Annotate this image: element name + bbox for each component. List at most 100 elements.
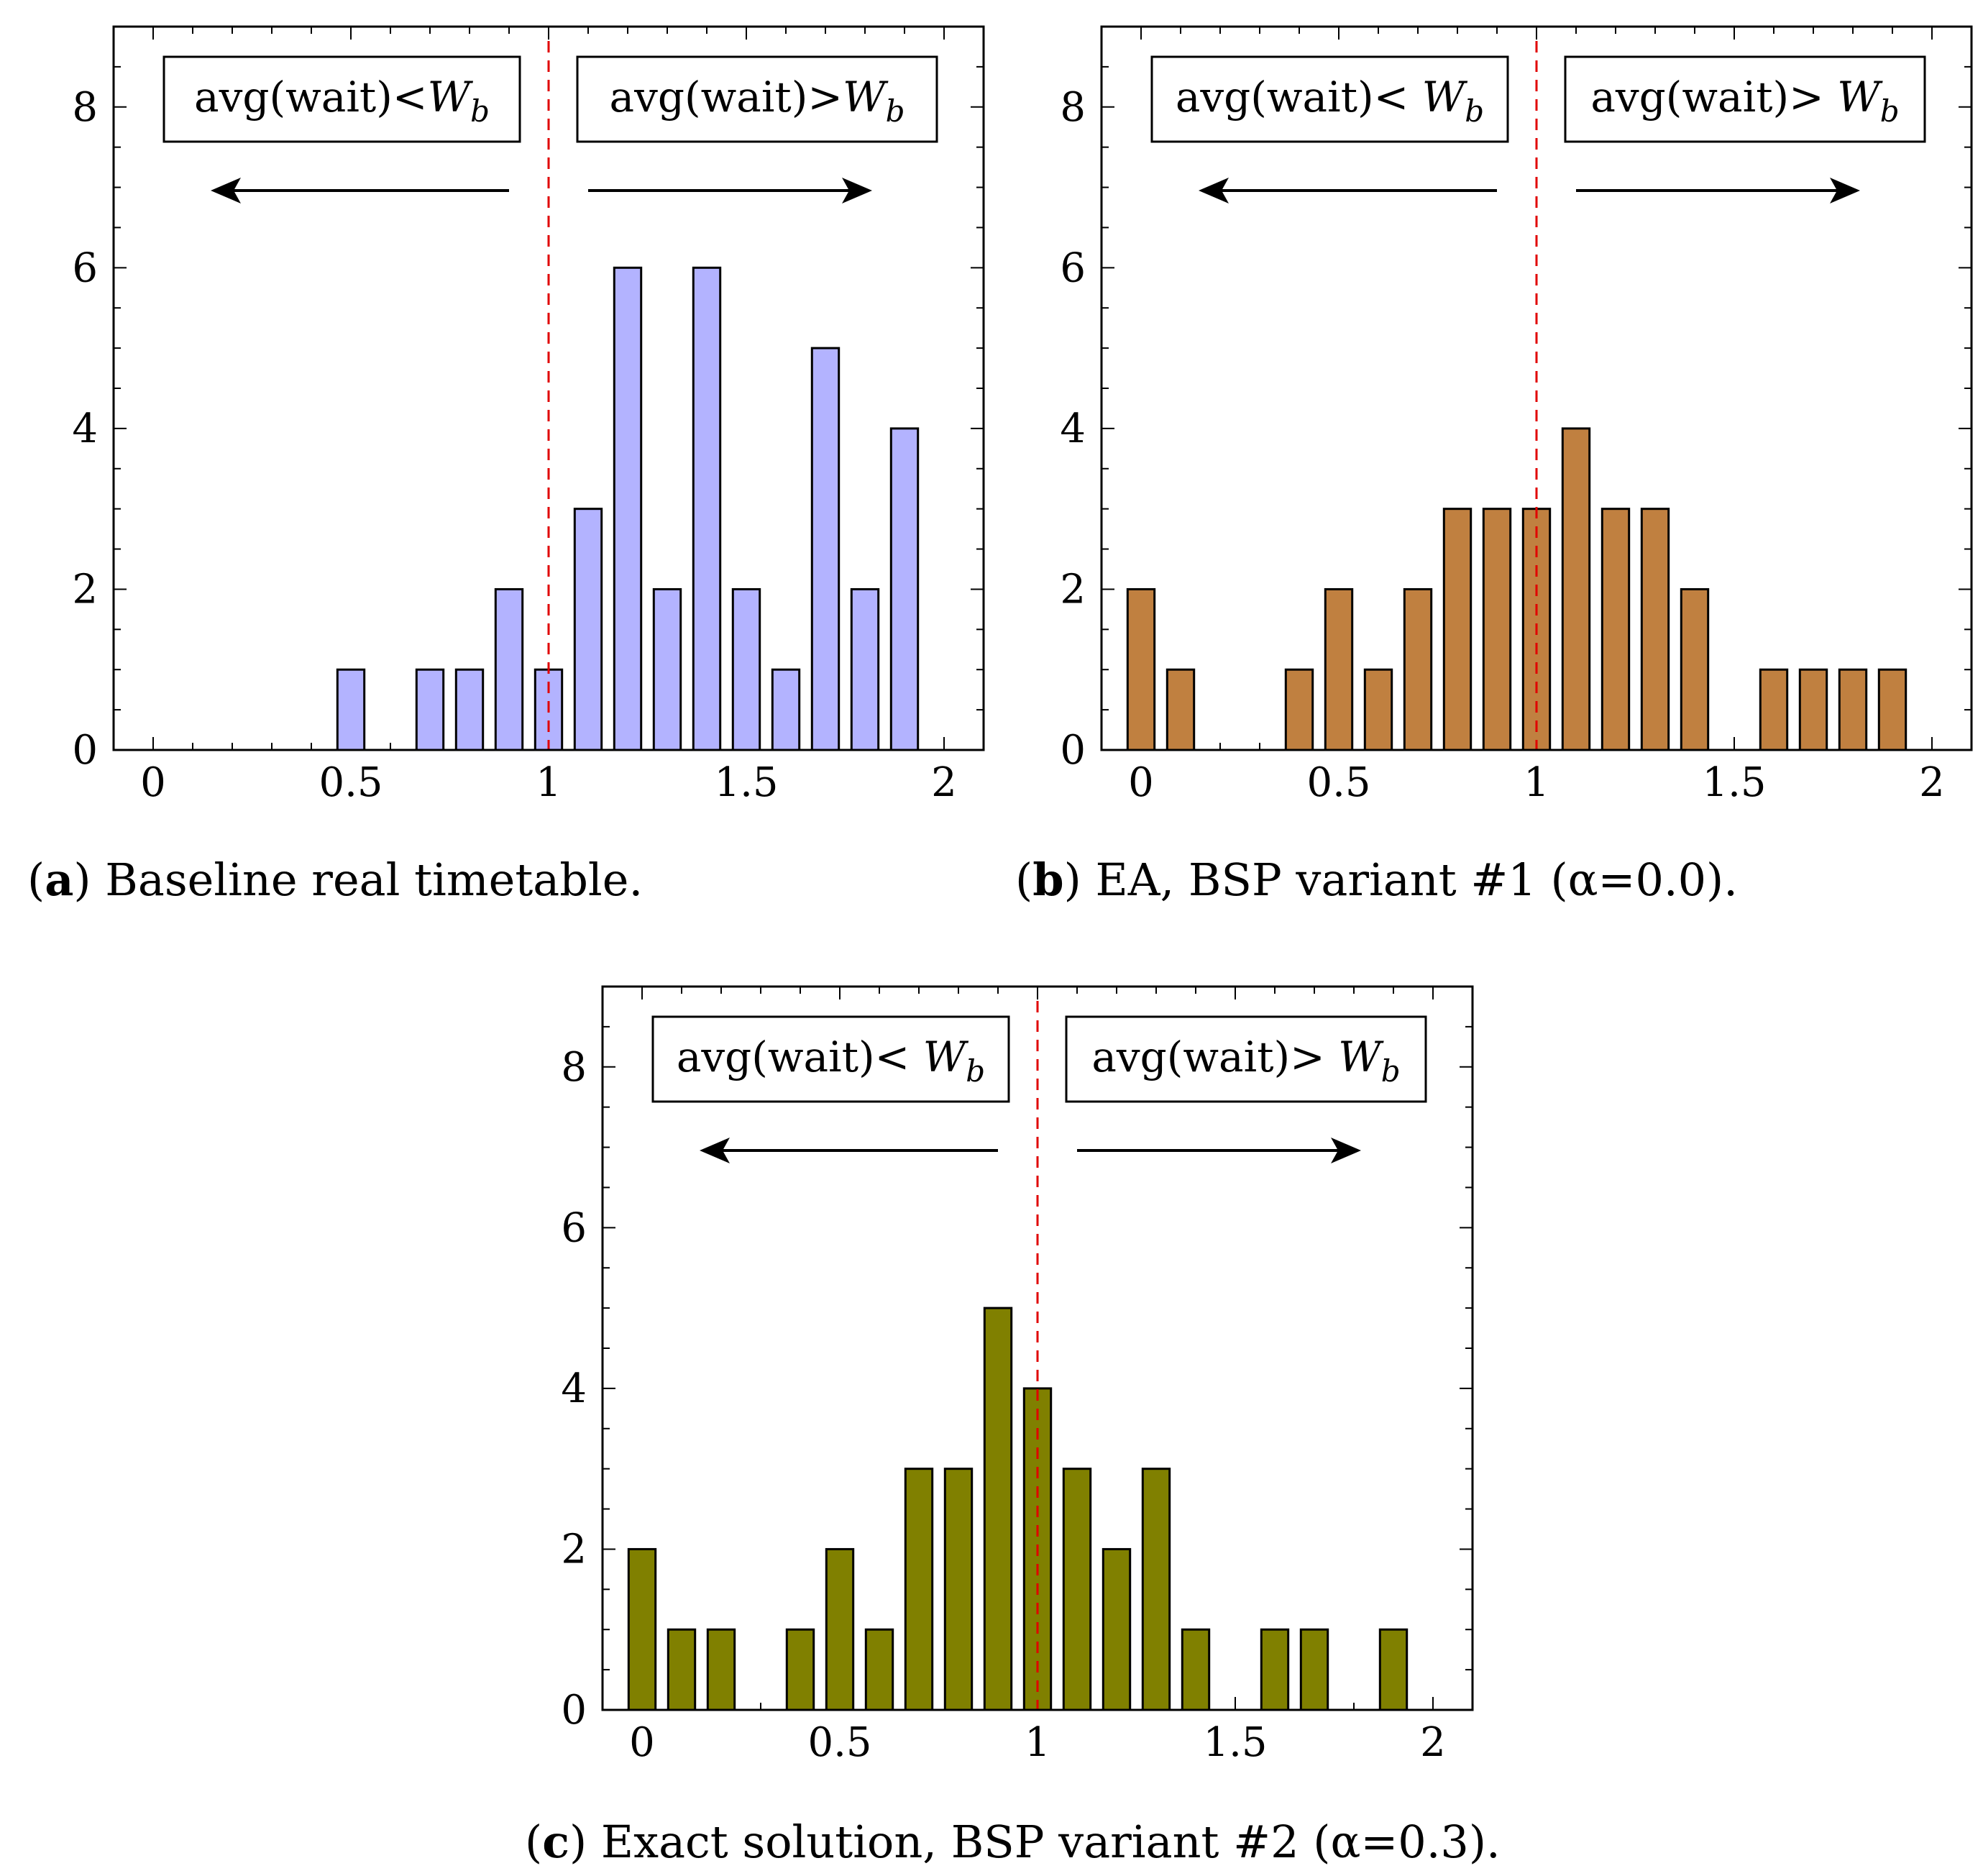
bar [1600,508,1631,751]
bar [1165,668,1196,751]
bar [1260,1628,1290,1711]
y-tick-label: 8 [72,84,98,131]
x-tick-label: 2 [1420,1719,1446,1766]
y-tick-label: 0 [72,727,98,774]
plot-frame [1100,25,1973,751]
bar [1181,1628,1211,1711]
y-tick-label: 4 [561,1365,587,1412]
bar [1126,587,1156,751]
right-annotation-box [1065,1015,1427,1103]
x-tick-label: 1.5 [714,759,778,806]
bar [825,1547,855,1711]
bar [1482,508,1512,751]
x-tick-label: 0.5 [807,1719,871,1766]
bar [864,1628,894,1711]
x-tick-label: 0 [629,1719,655,1766]
y-tick-label: 8 [1060,84,1086,131]
bar [1561,427,1591,751]
left-arrowhead-icon [1199,178,1229,203]
right-annotation-label: avg(wait)>Wb [610,73,905,129]
x-tick-label: 1 [1524,759,1549,806]
left-annotation-label: avg(wait)< Wb [1176,73,1484,129]
right-annotation-box [576,55,938,143]
y-tick-label: 4 [1060,406,1086,452]
bar [1102,1547,1132,1711]
bar [1403,587,1433,751]
bar [810,347,841,751]
bar [983,1307,1013,1711]
x-tick-label: 0.5 [319,759,383,806]
bar [692,266,722,751]
left-annotation-label: avg(wait)<Wb [194,73,490,129]
plot-frame [601,985,1474,1711]
right-annotation-box [1564,55,1926,143]
bar [1284,668,1314,751]
bar [1640,508,1670,751]
left-annotation-box [162,55,521,143]
bar [454,668,485,751]
y-tick-label: 2 [561,1526,587,1573]
bar [1680,587,1710,751]
y-tick-label: 6 [72,244,98,291]
right-arrowhead-icon [1331,1138,1361,1163]
left-arrowhead-icon [211,178,241,203]
y-tick-label: 0 [561,1687,587,1734]
bar [652,587,682,751]
bar [1299,1628,1329,1711]
x-tick-label: 1 [536,759,562,806]
bar [943,1468,974,1711]
caption-b: (b) EA, BSP variant #1 (α=0.0). [1015,854,1738,906]
caption-a: (a) Baseline real timetable. [27,854,643,906]
right-arrowhead-icon [842,178,872,203]
bar [494,587,524,751]
bar [850,587,880,751]
bar [771,668,801,751]
left-annotation-label: avg(wait)< Wb [677,1033,985,1089]
bar [904,1468,934,1711]
bar [573,508,603,751]
bar [889,427,920,751]
y-tick-label: 2 [1060,566,1086,613]
left-annotation-box [1150,55,1509,143]
caption-c: (c) Exact solution, BSP variant #2 (α=0.… [525,1816,1501,1868]
bar [1378,1628,1409,1711]
bar [336,668,366,751]
plot-frame [112,25,985,751]
bar [731,587,761,751]
right-annotation-label: avg(wait)> Wb [1091,1033,1400,1089]
x-tick-label: 1.5 [1702,759,1766,806]
y-tick-label: 0 [1060,727,1086,774]
bar [1324,587,1354,751]
x-tick-label: 1.5 [1203,1719,1267,1766]
right-annotation-label: avg(wait)> Wb [1590,73,1899,129]
bar [1141,1468,1171,1711]
x-tick-label: 0.5 [1306,759,1370,806]
x-tick-label: 2 [1919,759,1945,806]
bar [785,1628,815,1711]
bar [627,1547,657,1711]
left-annotation-box [651,1015,1010,1103]
bar [1798,668,1828,751]
y-tick-label: 6 [1060,244,1086,291]
x-tick-label: 2 [931,759,957,806]
chart-panel-c: 0 2 4 6 8 0 0.5 1 1.5 2 avg(wait)< Wb avg(wait)> Wb… [525,985,1501,1868]
left-arrowhead-icon [700,1138,730,1163]
bar [415,668,445,751]
chart-panel-b: 0 2 4 6 8 0 0.5 1 1.5 2 avg(wait)< Wb avg(wait)> Wb… [1015,25,1973,906]
bar [1838,668,1868,751]
y-tick-label: 6 [561,1204,587,1251]
bar [1759,668,1789,751]
bar [667,1628,697,1711]
bar [1442,508,1473,751]
bar [1877,668,1908,751]
right-arrowhead-icon [1830,178,1860,203]
x-tick-label: 0 [1128,759,1154,806]
bar [706,1628,736,1711]
x-tick-label: 0 [140,759,166,806]
x-tick-label: 1 [1025,1719,1050,1766]
bar [613,266,643,751]
bar [1363,668,1393,751]
chart-panel-a: 0 2 4 6 8 0 0.5 1 1.5 2 avg(wait)<Wb avg(wait)>Wb (a… [27,25,985,906]
bar [1062,1468,1092,1711]
